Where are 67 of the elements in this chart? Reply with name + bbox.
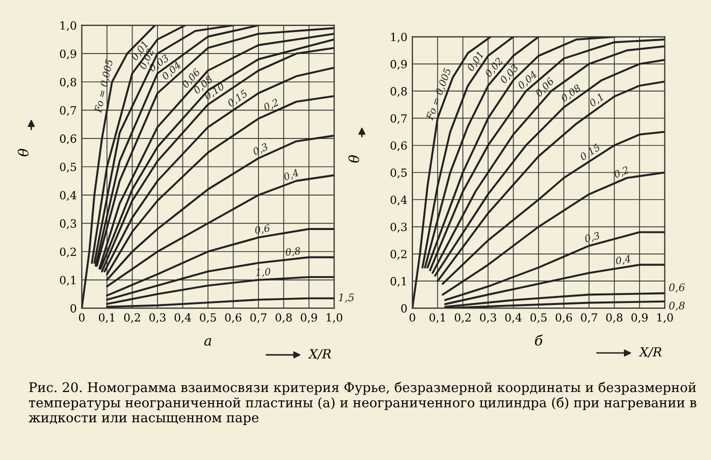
- x-axis-title: а: [204, 338, 212, 346]
- x-tick-label: 0: [78, 313, 85, 322]
- x-tick-label: 0,7: [250, 313, 266, 324]
- text: 0,15: [579, 143, 602, 162]
- text: X/R: [308, 349, 331, 360]
- x-tick-label: 0,6: [225, 313, 242, 324]
- y-tick-label: 0: [401, 304, 407, 313]
- text: 0,4: [283, 168, 300, 182]
- x-tick-label: 0,4: [174, 313, 192, 324]
- text: 0,2: [262, 98, 280, 112]
- x-tick-label: 0,3: [149, 313, 166, 324]
- y-tick-label: 0,3: [60, 219, 76, 230]
- text: X/R: [638, 347, 662, 358]
- series-label: 0,6: [669, 283, 685, 293]
- x-tick-label: 0,5: [200, 313, 216, 324]
- x-tick-label: 0,5: [530, 313, 547, 324]
- x-tick-label: 0,1: [98, 313, 114, 324]
- y-tick-label: 0,2: [390, 250, 406, 260]
- text: 0,8: [285, 246, 301, 258]
- y-tick-label: 0,9: [60, 50, 76, 60]
- x-tick-label: 0,6: [556, 313, 572, 324]
- y-tick-label: 0,2: [60, 248, 76, 258]
- text: Рис. 20. Номограмма взаимосвязи критерия Фурье, безразмерной координаты и безразмерной температуры неограниченной пластины (а) и неограниченного цилиндра (б) при нагревании в жидкости или насыщенном паре: [28, 382, 696, 425]
- text: Fo = 0,005: [94, 59, 114, 114]
- x-tick-label: 1,0: [657, 313, 673, 324]
- y-tick-label: 0,8: [60, 78, 76, 88]
- series-label: 0,8: [669, 302, 685, 311]
- text: 0,6: [254, 224, 270, 236]
- series-label: 1,0: [256, 268, 271, 278]
- x-tick-label: 0,9: [300, 313, 318, 324]
- text: 0,2: [613, 166, 630, 180]
- y-tick-label: 0,5: [60, 162, 76, 172]
- y-tick-label: 0,4: [390, 196, 407, 206]
- y-tick-label: 0,1: [60, 276, 76, 286]
- y-tick-label: 0,5: [390, 168, 407, 178]
- y-tick-label: 0: [70, 304, 76, 313]
- y-tick-label: 1,0: [391, 32, 407, 43]
- y-tick-label: 0,3: [390, 222, 407, 233]
- x-tick-label: 0,8: [606, 313, 622, 324]
- y-axis-title: θ: [348, 155, 360, 163]
- y-tick-label: 0,7: [390, 114, 407, 124]
- text: 0,4: [615, 254, 631, 266]
- x-tick-label: 0,8: [276, 313, 292, 324]
- x-tick-label: 0: [410, 313, 416, 322]
- x-tick-label: 1,0: [326, 313, 342, 324]
- x-tick-label: 0,7: [580, 313, 598, 324]
- y-tick-label: 0,1: [390, 277, 406, 287]
- text: 0,1: [588, 93, 604, 108]
- x-tick-label: 0,3: [480, 313, 496, 324]
- y-tick-label: 0,8: [390, 87, 407, 97]
- x-tick-label: 0,4: [505, 313, 522, 324]
- text: 0,3: [252, 142, 269, 156]
- y-tick-label: 0,6: [390, 141, 407, 152]
- x-tick-label: 0,9: [631, 313, 648, 324]
- text: Fo = 0,005: [426, 68, 452, 122]
- y-tick-label: 1,0: [60, 21, 76, 32]
- y-tick-label: 0,7: [60, 106, 76, 116]
- series-label: 1,5: [338, 293, 354, 303]
- text: 0,3: [584, 232, 600, 244]
- x-tick-label: 0,1: [430, 313, 445, 324]
- y-axis-title: θ: [18, 148, 29, 156]
- x-tick-label: 0,2: [124, 313, 140, 324]
- x-axis-title: б: [535, 334, 543, 346]
- x-tick-label: 0,2: [454, 313, 471, 324]
- y-tick-label: 0,6: [60, 134, 76, 144]
- y-tick-label: 0,9: [390, 60, 407, 70]
- y-tick-label: 0,4: [60, 191, 76, 201]
